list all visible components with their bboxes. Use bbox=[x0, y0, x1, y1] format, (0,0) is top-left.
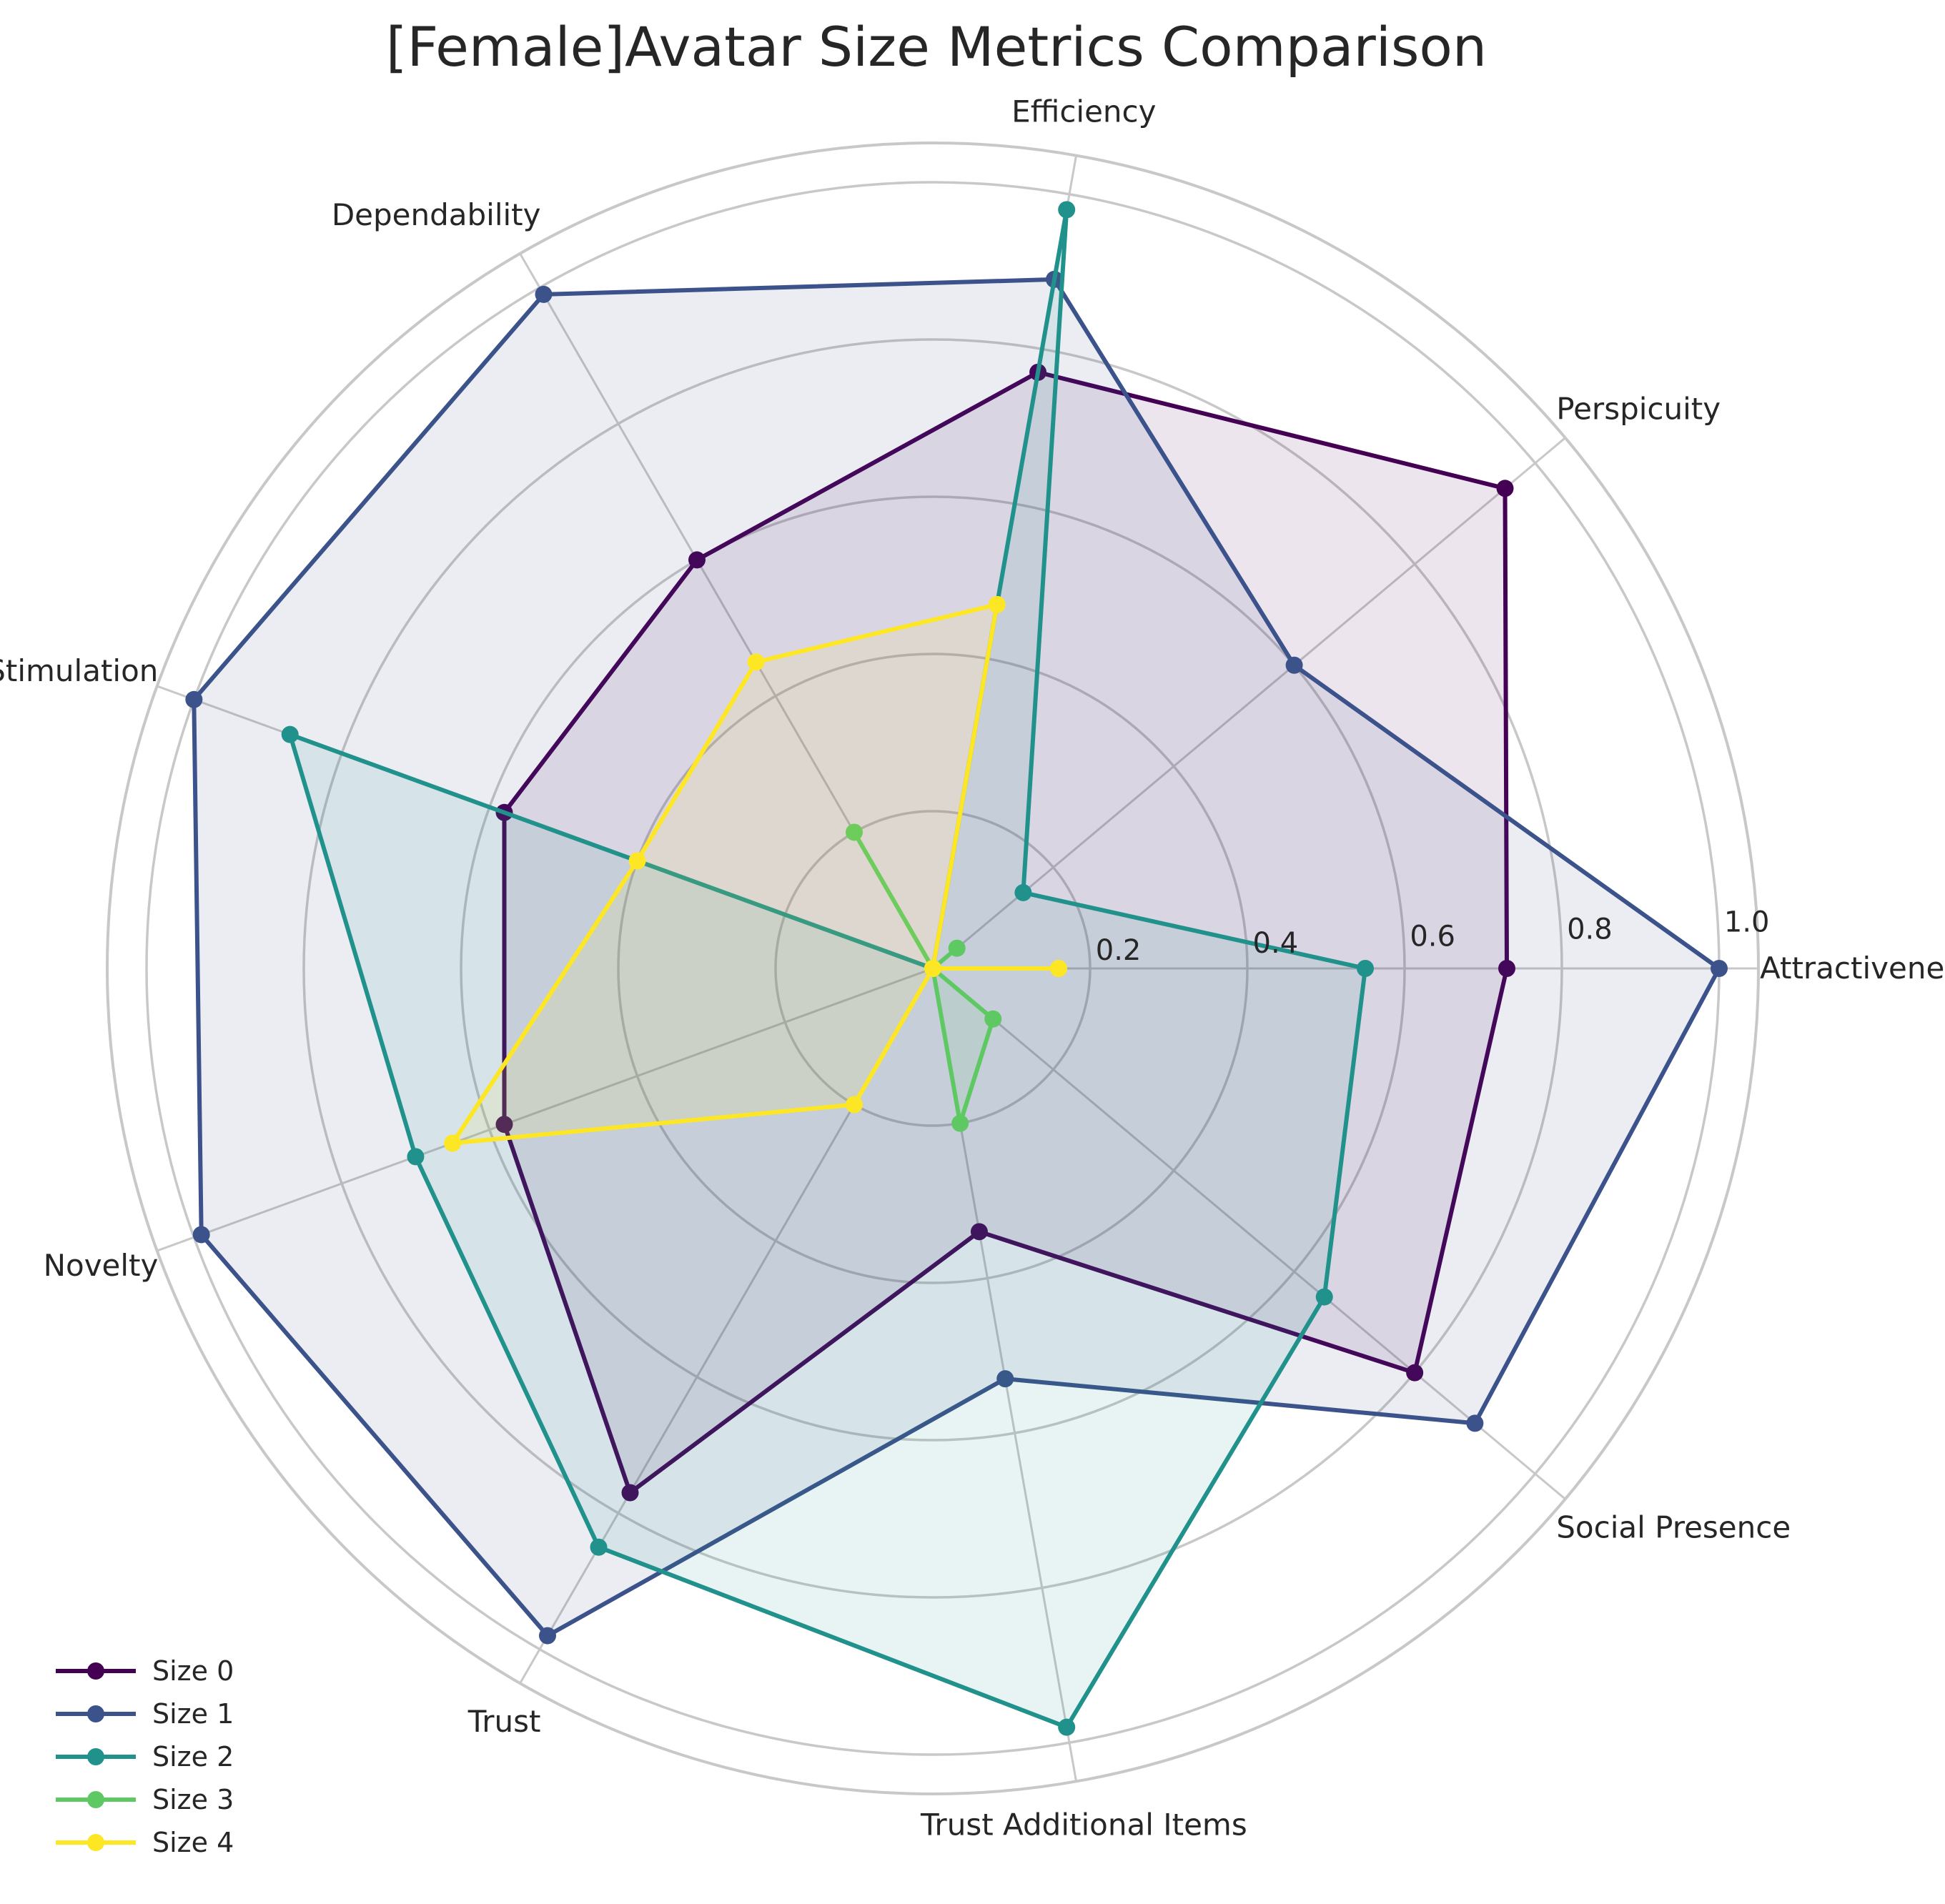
series-size-4 bbox=[444, 595, 1067, 1152]
point-size-3-perspicuity bbox=[948, 939, 966, 957]
point-size-0-trust bbox=[621, 1484, 639, 1502]
axis-label-social-presence: Social Presence bbox=[1556, 1509, 1791, 1544]
legend-marker-size-1 bbox=[87, 1705, 104, 1722]
point-size-1-trust bbox=[539, 1627, 556, 1645]
point-size-2-trust bbox=[590, 1538, 608, 1556]
rtick-label-1: 1.0 bbox=[1724, 906, 1770, 939]
point-size-2-efficiency bbox=[1058, 201, 1076, 219]
series-fill-size-4 bbox=[452, 604, 1059, 1144]
series-line-size-0 bbox=[502, 370, 1509, 1495]
rtick-label-0-2: 0.2 bbox=[1096, 934, 1142, 967]
legend-item-size-0: Size 0 bbox=[56, 1655, 234, 1687]
point-size-0-trust-additional-items bbox=[970, 1223, 988, 1241]
point-size-2-perspicuity bbox=[1014, 883, 1032, 901]
spoke-perspicuity bbox=[932, 437, 1566, 970]
series-fill-size-2 bbox=[289, 209, 1366, 1727]
point-size-4-novelty bbox=[444, 1134, 462, 1152]
point-size-3-dependability bbox=[846, 823, 863, 841]
rtick-label-0-8: 0.8 bbox=[1567, 913, 1613, 946]
axis-label-perspicuity: Perspicuity bbox=[1556, 392, 1721, 427]
legend-item-size-4: Size 4 bbox=[56, 1827, 234, 1858]
point-size-2-novelty bbox=[407, 1148, 425, 1166]
point-size-1-perspicuity bbox=[1285, 656, 1303, 674]
point-size-0-attractiveness bbox=[1498, 960, 1515, 977]
legend-label-size-3: Size 3 bbox=[152, 1784, 234, 1815]
rtick-label-0-4: 0.4 bbox=[1253, 927, 1299, 960]
point-size-1-social-presence bbox=[1466, 1414, 1484, 1432]
point-size-1-novelty bbox=[192, 1226, 210, 1244]
chart-title: [Female]Avatar Size Metrics Comparison bbox=[386, 15, 1487, 79]
legend-label-size-4: Size 4 bbox=[152, 1827, 234, 1858]
legend-marker-size-3 bbox=[87, 1791, 104, 1808]
point-size-0-perspicuity bbox=[1496, 480, 1514, 497]
series-size-1 bbox=[185, 270, 1728, 1645]
radial-tick-labels: 0.2 0.4 0.6 0.8 1.0 bbox=[1096, 906, 1770, 968]
point-size-4-trust bbox=[846, 1096, 863, 1114]
point-size-3-trust-additional-items bbox=[951, 1114, 969, 1132]
point-size-0-novelty bbox=[495, 1116, 513, 1134]
legend-label-size-0: Size 0 bbox=[152, 1655, 234, 1687]
legend-marker-size-0 bbox=[87, 1662, 104, 1680]
point-size-1-dependability bbox=[535, 285, 553, 303]
legend-item-size-2: Size 2 bbox=[56, 1741, 234, 1772]
point-size-1-stimulation bbox=[185, 690, 203, 708]
point-size-4-social-presence bbox=[924, 960, 941, 977]
legend-label-size-1: Size 1 bbox=[152, 1698, 234, 1730]
axis-label-novelty: Novelty bbox=[44, 1248, 159, 1283]
spoke-novelty bbox=[157, 967, 934, 1252]
axis-label-stimulation: Stimulation bbox=[0, 653, 158, 688]
axis-label-efficiency: Efficiency bbox=[1011, 94, 1156, 129]
legend-item-size-1: Size 1 bbox=[56, 1698, 234, 1730]
series-line-size-1 bbox=[192, 277, 1721, 1638]
category-labels: Attractiveness Perspicuity Efficiency Depen… bbox=[0, 94, 1945, 1842]
series-fill-size-0 bbox=[504, 372, 1507, 1493]
axis-label-attractiveness: Attractiveness bbox=[1760, 951, 1945, 986]
point-size-4-dependability bbox=[747, 653, 765, 671]
series-size-0 bbox=[495, 363, 1515, 1502]
series-line-size-2 bbox=[287, 207, 1367, 1730]
series-fill-size-1 bbox=[194, 279, 1719, 1636]
axis-label-trust-additional-items: Trust Additional Items bbox=[920, 1808, 1247, 1843]
point-size-2-trust-additional-items bbox=[1058, 1718, 1076, 1736]
series-fill-size-3 bbox=[854, 832, 994, 1124]
legend-marker-size-2 bbox=[87, 1748, 104, 1765]
point-size-0-social-presence bbox=[1406, 1364, 1424, 1382]
point-size-4-efficiency bbox=[988, 595, 1006, 613]
point-size-4-attractiveness bbox=[1050, 960, 1067, 977]
point-size-1-attractiveness bbox=[1711, 960, 1728, 977]
point-size-1-trust-additional-items bbox=[996, 1370, 1014, 1388]
series-layer bbox=[185, 201, 1728, 1736]
point-size-2-social-presence bbox=[1315, 1288, 1333, 1306]
spoke-social-presence bbox=[932, 967, 1566, 1500]
axis-label-dependability: Dependability bbox=[332, 197, 541, 232]
rtick-label-0-6: 0.6 bbox=[1410, 920, 1455, 953]
point-size-2-attractiveness bbox=[1357, 960, 1374, 977]
point-size-4-stimulation bbox=[628, 852, 646, 870]
legend-item-size-3: Size 3 bbox=[56, 1784, 234, 1815]
point-size-3-social-presence bbox=[984, 1010, 1002, 1028]
legend-marker-size-4 bbox=[87, 1834, 104, 1851]
legend: Size 0 Size 1 Size 2 Size 3 Size 4 bbox=[56, 1655, 234, 1858]
point-size-0-dependability bbox=[688, 551, 706, 569]
axis-label-trust: Trust bbox=[467, 1704, 541, 1739]
point-size-2-stimulation bbox=[281, 725, 299, 743]
legend-label-size-2: Size 2 bbox=[152, 1741, 234, 1772]
